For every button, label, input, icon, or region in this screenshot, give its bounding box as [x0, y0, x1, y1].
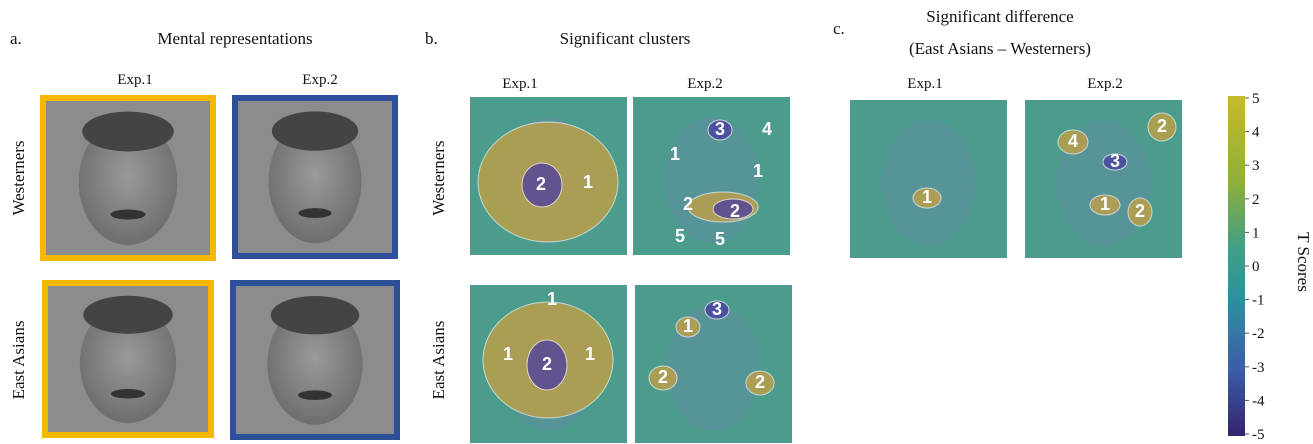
cluster-label: 3: [712, 299, 722, 319]
cluster-label: 2: [542, 354, 552, 374]
colorbar-tick-label: 3: [1252, 158, 1260, 174]
cluster-label: 2: [755, 372, 765, 392]
panel-label: c.: [833, 19, 845, 38]
column-label: Exp.1: [117, 72, 152, 88]
colorbar-tick-label: -4: [1252, 393, 1265, 409]
column-label: Exp.1: [502, 76, 537, 92]
cluster-label: 1: [670, 144, 680, 164]
cluster-label: 2: [1157, 116, 1167, 136]
cluster-label: 5: [715, 229, 725, 249]
cluster-label: 1: [753, 161, 763, 181]
cluster-label: 2: [730, 201, 740, 221]
colorbar-tick-label: -3: [1252, 360, 1265, 376]
colorbar: [1228, 96, 1245, 436]
face: [881, 120, 975, 246]
column-label: Exp.2: [302, 72, 337, 88]
cluster-label: 3: [715, 119, 725, 139]
row-label: Westerners: [9, 140, 28, 215]
mouth: [298, 208, 331, 218]
cluster-label: 2: [658, 367, 668, 387]
mouth: [298, 390, 332, 400]
column-label: Exp.1: [907, 76, 942, 92]
colorbar-tick-label: 5: [1252, 91, 1260, 107]
colorbar-tick-label: -1: [1252, 293, 1265, 309]
cluster-label: 1: [922, 187, 932, 207]
hair: [271, 296, 359, 334]
panel-title: Significant difference: [926, 7, 1073, 26]
panel-label: a.: [10, 29, 22, 48]
cluster-label: 4: [1068, 131, 1078, 151]
colorbar-tick-label: 2: [1252, 192, 1260, 208]
hair: [272, 111, 358, 150]
cluster-label: 3: [1110, 151, 1120, 171]
cluster-label: 1: [1100, 194, 1110, 214]
cluster-label: 1: [503, 344, 513, 364]
mouth: [111, 389, 145, 398]
panel-subtitle: (East Asians – Westerners): [909, 39, 1091, 58]
hair: [83, 296, 172, 334]
column-label: Exp.2: [687, 76, 722, 92]
column-label: Exp.2: [1087, 76, 1122, 92]
cluster-label: 1: [547, 289, 557, 309]
colorbar-tick-label: 0: [1252, 259, 1260, 275]
mouth: [110, 210, 145, 220]
figure: a. Mental representations b. Significant…: [0, 0, 1313, 444]
panel-label: b.: [425, 29, 438, 48]
cluster-label: 1: [585, 344, 595, 364]
colorbar-tick-label: -5: [1252, 427, 1265, 443]
row-label: East Asians: [429, 321, 448, 400]
cluster-label: 4: [762, 119, 772, 139]
cluster-label: 2: [1135, 201, 1145, 221]
hair: [82, 112, 174, 152]
row-label: East Asians: [9, 321, 28, 400]
cluster-label: 1: [683, 316, 693, 336]
cluster-label: 2: [683, 194, 693, 214]
colorbar-tick-label: -2: [1252, 326, 1265, 342]
row-label: Westerners: [429, 140, 448, 215]
cluster-label: 1: [583, 172, 593, 192]
colorbar-tick-label: 4: [1252, 125, 1260, 141]
panel-title: Mental representations: [157, 29, 312, 48]
colorbar-title: T Scores: [1294, 232, 1313, 292]
cluster-label: 5: [675, 226, 685, 246]
cluster-label: 2: [536, 174, 546, 194]
colorbar-tick-label: 1: [1252, 225, 1260, 241]
panel-title: Significant clusters: [560, 29, 691, 48]
